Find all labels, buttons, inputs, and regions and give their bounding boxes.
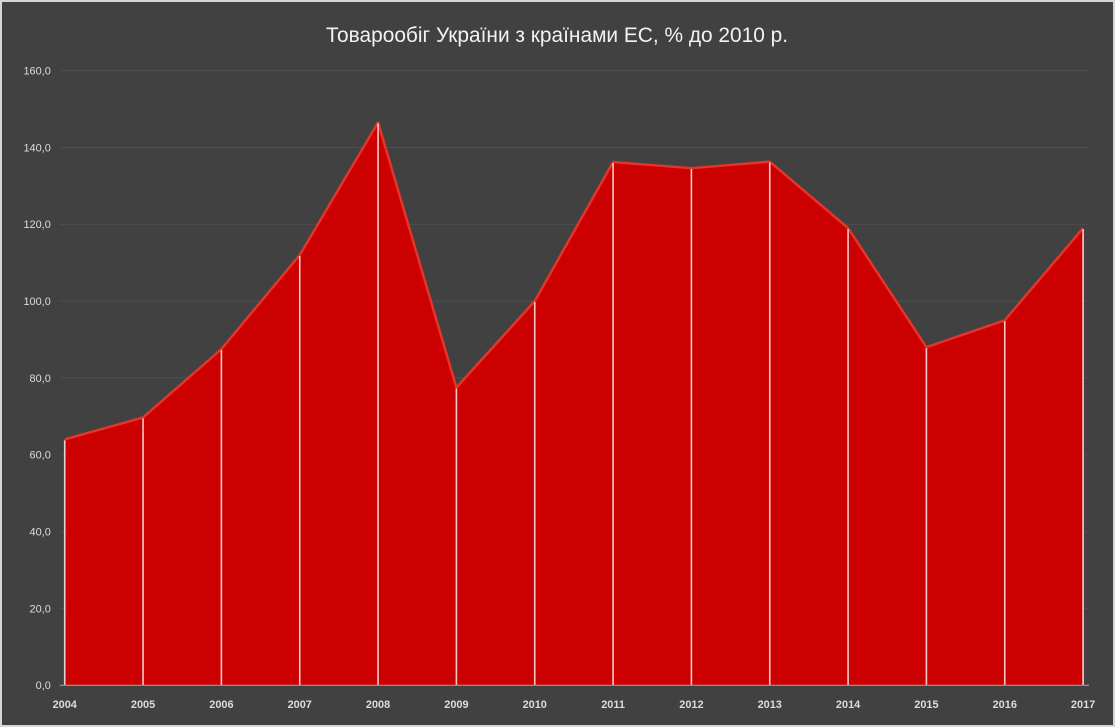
- x-tick-label: 2009: [444, 699, 468, 711]
- x-tick-label: 2008: [366, 699, 390, 711]
- x-tick-label: 2016: [993, 699, 1017, 711]
- y-tick-label: 60,0: [30, 450, 51, 462]
- x-tick-label: 2005: [131, 699, 155, 711]
- x-tick-label: 2007: [288, 699, 312, 711]
- chart-title: Товарообіг України з країнами ЕС, % до 2…: [326, 24, 788, 47]
- area-series: [64, 121, 1085, 686]
- area-fill: [64, 122, 1084, 686]
- x-tick-label: 2014: [836, 699, 861, 711]
- x-tick-label: 2006: [209, 699, 233, 711]
- y-tick-label: 0,0: [36, 680, 51, 692]
- x-tick-label: 2015: [914, 699, 938, 711]
- y-tick-label: 80,0: [30, 373, 51, 385]
- y-tick-label: 140,0: [23, 142, 50, 154]
- x-tick-label: 2013: [758, 699, 782, 711]
- y-tick-label: 20,0: [30, 603, 51, 615]
- x-tick-label: 2011: [601, 699, 625, 711]
- y-tick-label: 120,0: [23, 219, 50, 231]
- drop-lines: [63, 123, 1084, 686]
- x-axis-labels: 2004 2005 2006 2007 2008 2009 2010 2011 2012 2013…: [53, 699, 1096, 711]
- x-tick-label: 2012: [679, 699, 703, 711]
- y-tick-label: 160,0: [23, 66, 50, 78]
- x-tick-label: 2004: [53, 699, 78, 711]
- y-axis-labels: 0,0 20,0 40,0 60,0 80,0 100,0 120,0 140,0 160,0: [23, 66, 50, 693]
- x-tick-label: 2017: [1071, 699, 1095, 711]
- y-tick-label: 100,0: [23, 296, 50, 308]
- series-line: [64, 121, 1085, 441]
- x-tick-label: 2010: [523, 699, 547, 711]
- y-tick-label: 40,0: [30, 527, 51, 539]
